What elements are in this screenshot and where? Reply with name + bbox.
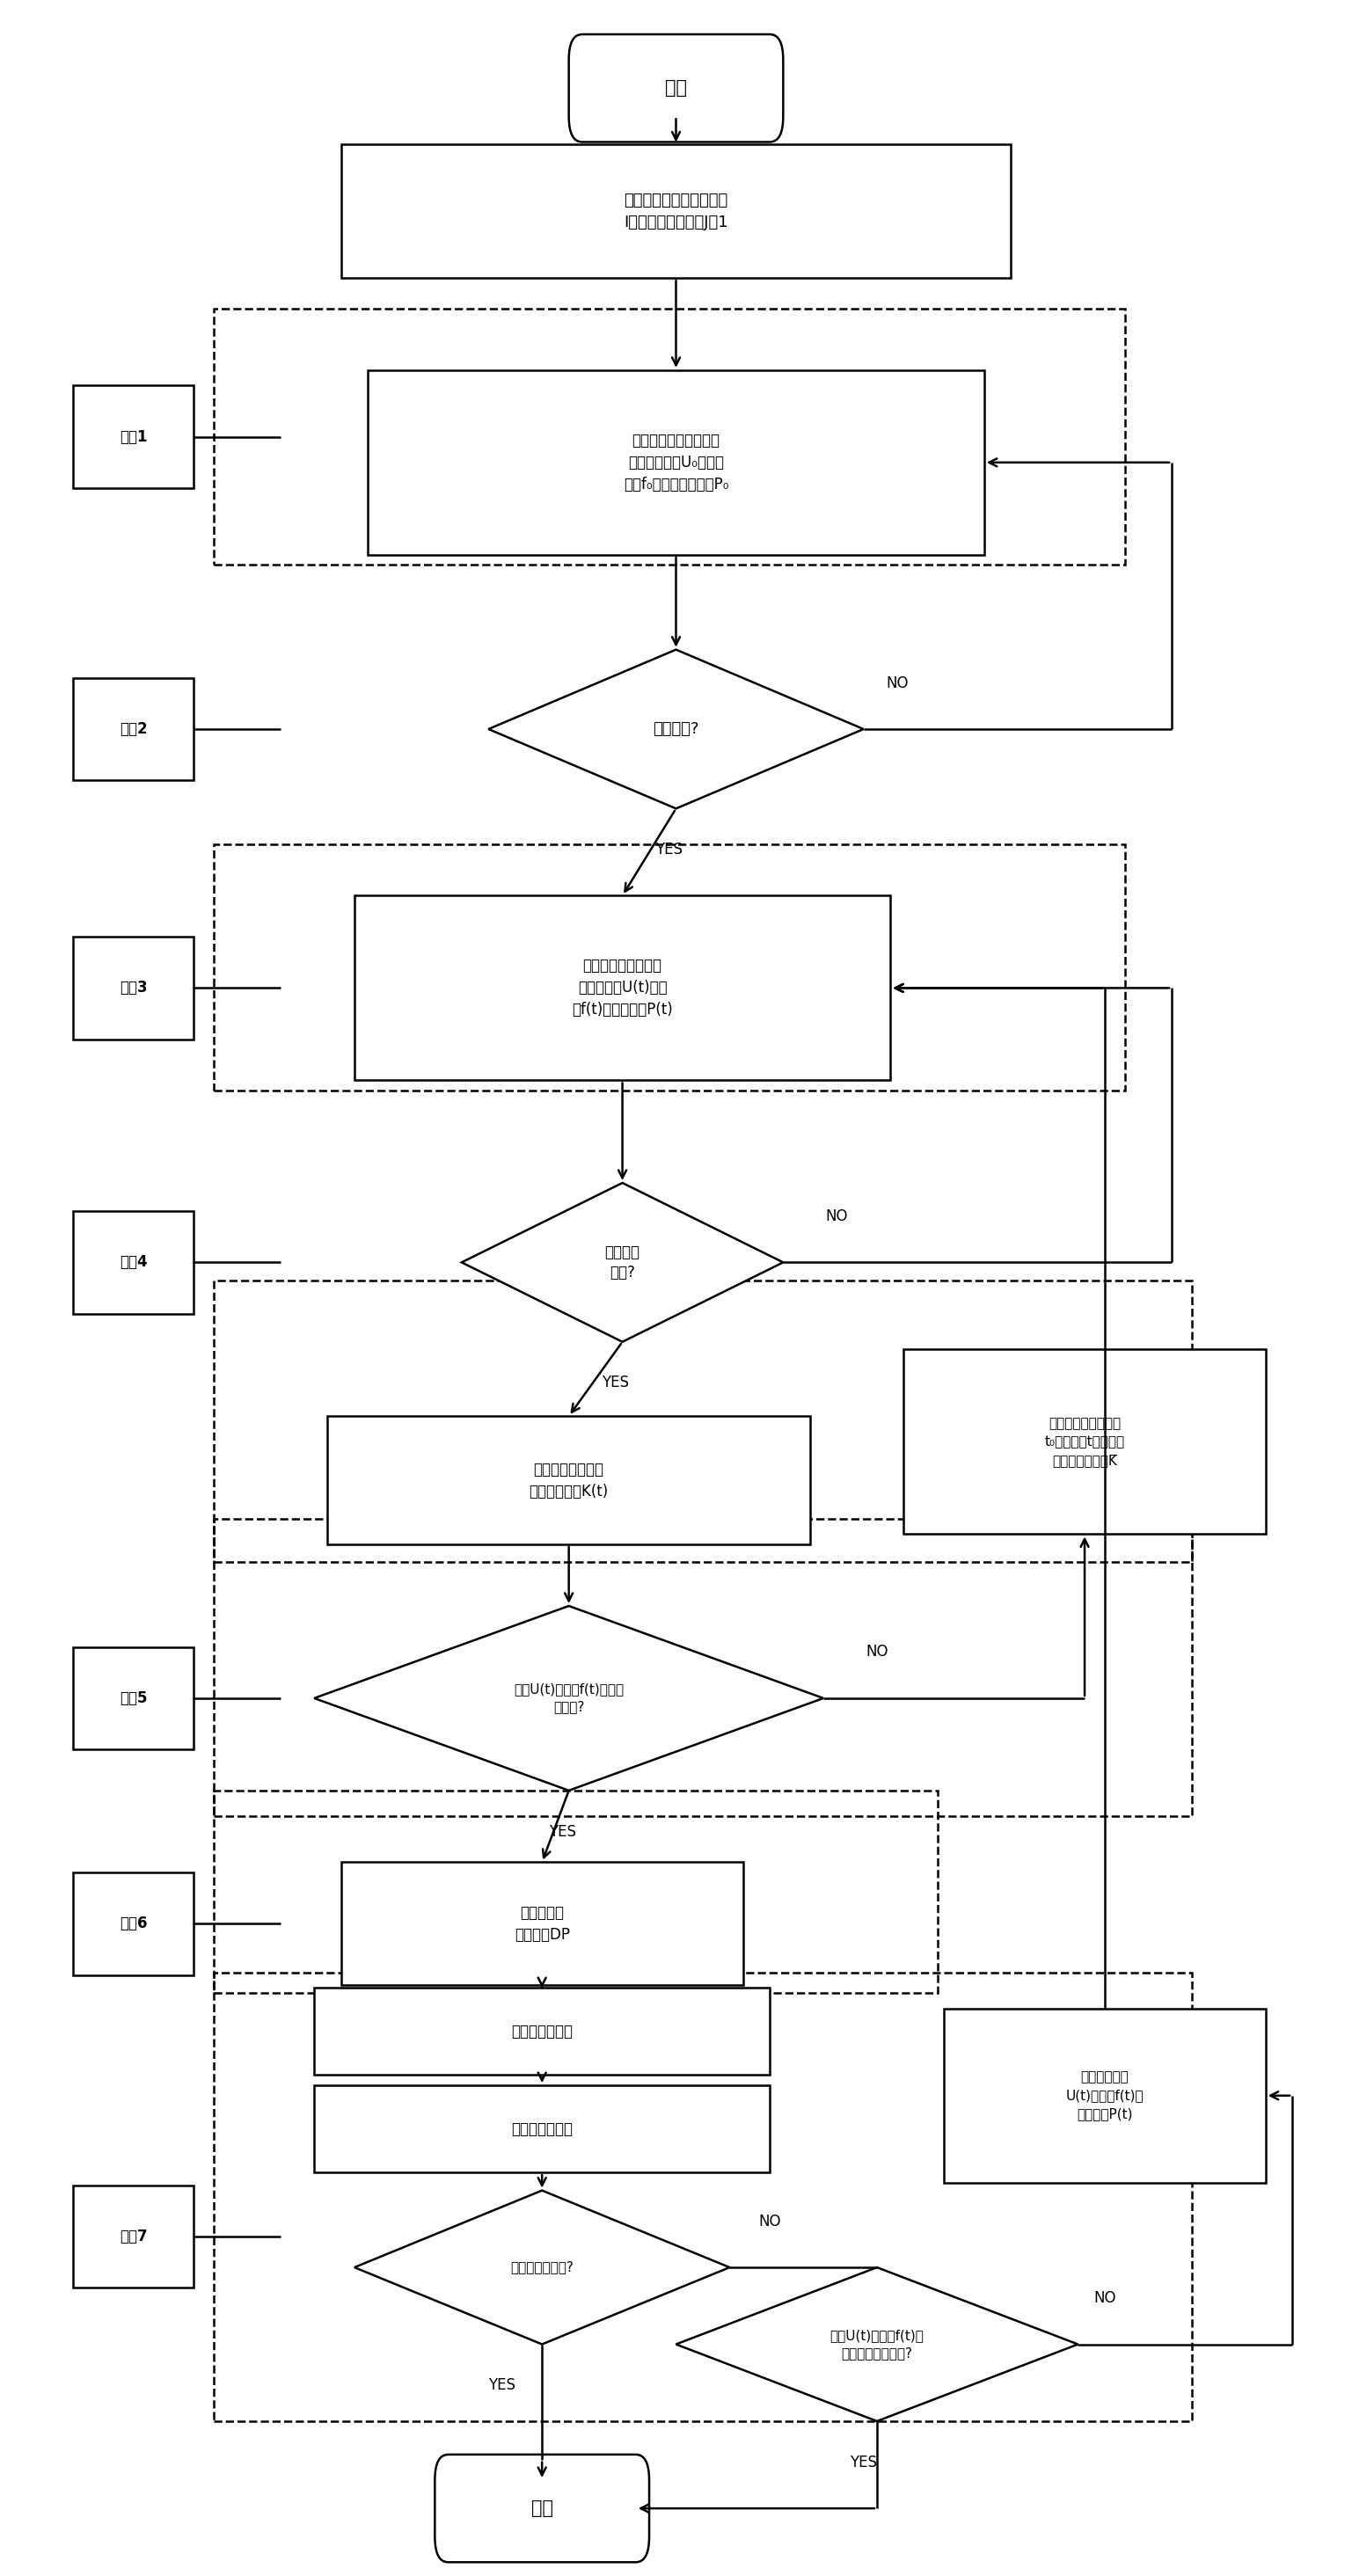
Bar [341,1862,744,1986]
Bar [73,938,193,1038]
Text: NO: NO [865,1643,888,1659]
Text: YES: YES [488,2378,515,2393]
Text: NO: NO [826,1208,848,1224]
Text: 特殊轮处理模块: 特殊轮处理模块 [511,2120,573,2138]
Bar [73,386,193,487]
Bar [73,677,193,781]
Text: 步骤1: 步骤1 [119,430,147,446]
Bar [354,896,891,1079]
Bar [214,845,1125,1090]
Polygon shape [488,649,864,809]
Bar [73,1873,193,1976]
Text: 步骤2: 步骤2 [119,721,147,737]
Text: 开始: 开始 [665,80,687,98]
Text: 发生扰动?: 发生扰动? [653,721,699,737]
Text: 步骤4: 步骤4 [119,1255,147,1270]
Text: 实时测量各装置安装节
点的初始电压U₀、初始
频率f₀及初始有功功率P₀: 实时测量各装置安装节 点的初始电压U₀、初始 频率f₀及初始有功功率P₀ [623,433,729,492]
Bar [73,1211,193,1314]
Text: YES: YES [656,842,683,858]
Text: YES: YES [850,2455,877,2470]
Text: 基本轮处理模块: 基本轮处理模块 [511,2025,573,2040]
Bar [314,1989,769,2076]
Bar [944,2009,1265,2182]
Bar [214,1790,937,1994]
Text: 实时计算综
合状态量DP: 实时计算综 合状态量DP [514,1904,569,1942]
Polygon shape [676,2267,1078,2421]
Bar [73,2184,193,2287]
Text: 所有轮次已动作?: 所有轮次已动作? [511,2262,573,2275]
FancyBboxPatch shape [435,2455,649,2563]
Bar [341,144,1011,278]
Text: NO: NO [1094,2290,1115,2306]
Polygon shape [314,1605,823,1790]
FancyBboxPatch shape [569,33,783,142]
Text: 电压U(t)或频率f(t)满足启
动条件?: 电压U(t)或频率f(t)满足启 动条件? [514,1682,623,1713]
Text: YES: YES [549,1824,576,1839]
Bar [368,371,984,554]
Text: 电压U(t)、频率f(t)均
恢复到可接受水平?: 电压U(t)、频率f(t)均 恢复到可接受水平? [830,2329,923,2360]
Text: 实时测量各装置安装
节点的电压U(t)、频
率f(t)、有功功率P(t): 实时测量各装置安装 节点的电压U(t)、频 率f(t)、有功功率P(t) [572,958,673,1018]
Bar [214,1520,1192,1816]
Text: 步骤5: 步骤5 [119,1690,147,1705]
Text: 步骤3: 步骤3 [119,979,147,997]
Text: 初始化，基本轮动作轮次
I及特殊轮动作轮次J置1: 初始化，基本轮动作轮次 I及特殊轮动作轮次J置1 [623,193,729,229]
Bar [903,1350,1265,1535]
Bar [214,1280,1192,1561]
Text: YES: YES [602,1376,629,1391]
Text: 装置解除
闭锁?: 装置解除 闭锁? [604,1244,639,1280]
Text: NO: NO [758,2213,781,2228]
Text: 步骤6: 步骤6 [119,1917,147,1932]
Bar [327,1417,810,1546]
Text: 实时计算瞬时频率
电压相关系数K(t): 实时计算瞬时频率 电压相关系数K(t) [529,1461,608,1499]
Text: 计算从闭锁解除时刻
t₀至该时刻t的平均频
率电压相关系数K̅: 计算从闭锁解除时刻 t₀至该时刻t的平均频 率电压相关系数K̅ [1045,1417,1125,1466]
Bar [214,309,1125,564]
Bar [314,2087,769,2172]
Text: 实时测量电压
U(t)、频率f(t)及
有功功率P(t): 实时测量电压 U(t)、频率f(t)及 有功功率P(t) [1065,2071,1144,2120]
Text: 结束: 结束 [531,2499,553,2517]
Bar [73,1646,193,1749]
Bar [214,1973,1192,2421]
Text: 步骤7: 步骤7 [119,2228,147,2244]
Polygon shape [354,2190,730,2344]
Text: NO: NO [886,675,909,690]
Polygon shape [461,1182,783,1342]
